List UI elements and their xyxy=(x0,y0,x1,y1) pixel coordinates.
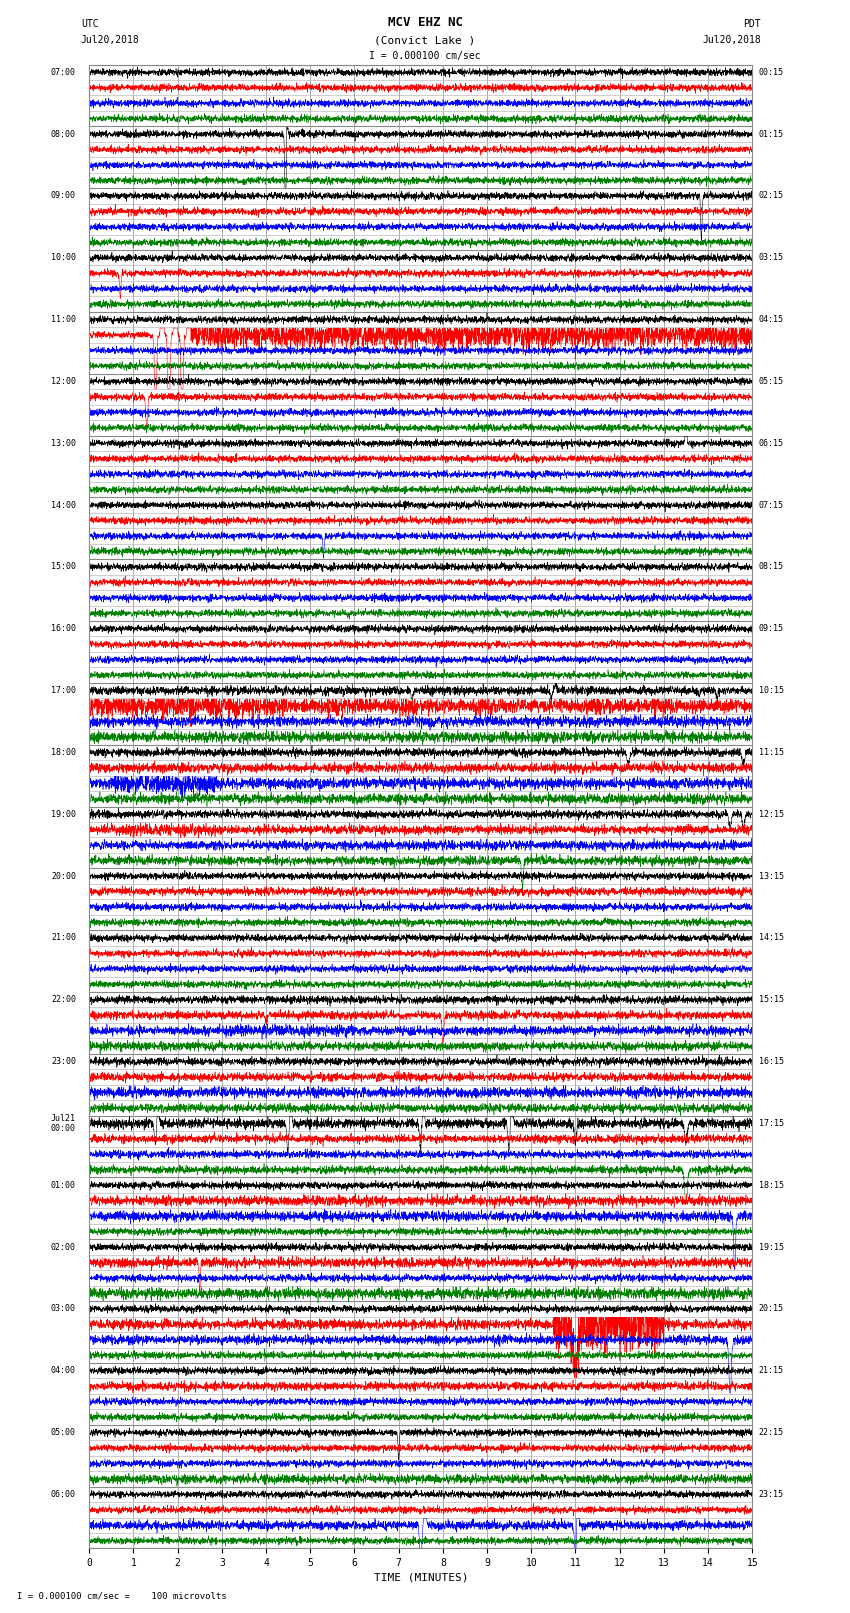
Text: 17:15: 17:15 xyxy=(759,1119,784,1127)
Text: 22:00: 22:00 xyxy=(51,995,76,1005)
Text: 13:15: 13:15 xyxy=(759,871,784,881)
Text: I = 0.000100 cm/sec: I = 0.000100 cm/sec xyxy=(369,52,481,61)
Text: 07:15: 07:15 xyxy=(759,500,784,510)
Text: Jul21
00:00: Jul21 00:00 xyxy=(51,1113,76,1132)
Text: MCV EHZ NC: MCV EHZ NC xyxy=(388,16,462,29)
Text: 17:00: 17:00 xyxy=(51,686,76,695)
Text: 20:00: 20:00 xyxy=(51,871,76,881)
X-axis label: TIME (MINUTES): TIME (MINUTES) xyxy=(373,1573,468,1582)
Text: 09:00: 09:00 xyxy=(51,192,76,200)
Text: Jul20,2018: Jul20,2018 xyxy=(702,35,761,45)
Text: 18:00: 18:00 xyxy=(51,748,76,756)
Text: 03:15: 03:15 xyxy=(759,253,784,263)
Text: 10:00: 10:00 xyxy=(51,253,76,263)
Text: 05:15: 05:15 xyxy=(759,377,784,386)
Text: 02:15: 02:15 xyxy=(759,192,784,200)
Text: 12:00: 12:00 xyxy=(51,377,76,386)
Text: 19:15: 19:15 xyxy=(759,1242,784,1252)
Text: 02:00: 02:00 xyxy=(51,1242,76,1252)
Text: 21:00: 21:00 xyxy=(51,934,76,942)
Text: 08:15: 08:15 xyxy=(759,563,784,571)
Text: 00:15: 00:15 xyxy=(759,68,784,77)
Text: 09:15: 09:15 xyxy=(759,624,784,634)
Text: UTC: UTC xyxy=(81,19,99,29)
Text: 08:00: 08:00 xyxy=(51,129,76,139)
Text: PDT: PDT xyxy=(743,19,761,29)
Text: 20:15: 20:15 xyxy=(759,1305,784,1313)
Text: 19:00: 19:00 xyxy=(51,810,76,819)
Text: 04:00: 04:00 xyxy=(51,1366,76,1376)
Text: 01:15: 01:15 xyxy=(759,129,784,139)
Text: 21:15: 21:15 xyxy=(759,1366,784,1376)
Text: (Convict Lake ): (Convict Lake ) xyxy=(374,35,476,45)
Text: 11:00: 11:00 xyxy=(51,315,76,324)
Text: I = 0.000100 cm/sec =    100 microvolts: I = 0.000100 cm/sec = 100 microvolts xyxy=(17,1590,227,1600)
Text: 14:00: 14:00 xyxy=(51,500,76,510)
Text: 04:15: 04:15 xyxy=(759,315,784,324)
Text: 23:15: 23:15 xyxy=(759,1490,784,1498)
Text: 11:15: 11:15 xyxy=(759,748,784,756)
Text: 16:00: 16:00 xyxy=(51,624,76,634)
Text: 01:00: 01:00 xyxy=(51,1181,76,1190)
Text: 15:00: 15:00 xyxy=(51,563,76,571)
Text: 07:00: 07:00 xyxy=(51,68,76,77)
Text: 14:15: 14:15 xyxy=(759,934,784,942)
Text: 12:15: 12:15 xyxy=(759,810,784,819)
Text: 15:15: 15:15 xyxy=(759,995,784,1005)
Text: 06:15: 06:15 xyxy=(759,439,784,448)
Text: 23:00: 23:00 xyxy=(51,1057,76,1066)
Text: 10:15: 10:15 xyxy=(759,686,784,695)
Text: 05:00: 05:00 xyxy=(51,1428,76,1437)
Text: 03:00: 03:00 xyxy=(51,1305,76,1313)
Text: 16:15: 16:15 xyxy=(759,1057,784,1066)
Text: 22:15: 22:15 xyxy=(759,1428,784,1437)
Text: 13:00: 13:00 xyxy=(51,439,76,448)
Text: 18:15: 18:15 xyxy=(759,1181,784,1190)
Text: 06:00: 06:00 xyxy=(51,1490,76,1498)
Text: Jul20,2018: Jul20,2018 xyxy=(81,35,139,45)
